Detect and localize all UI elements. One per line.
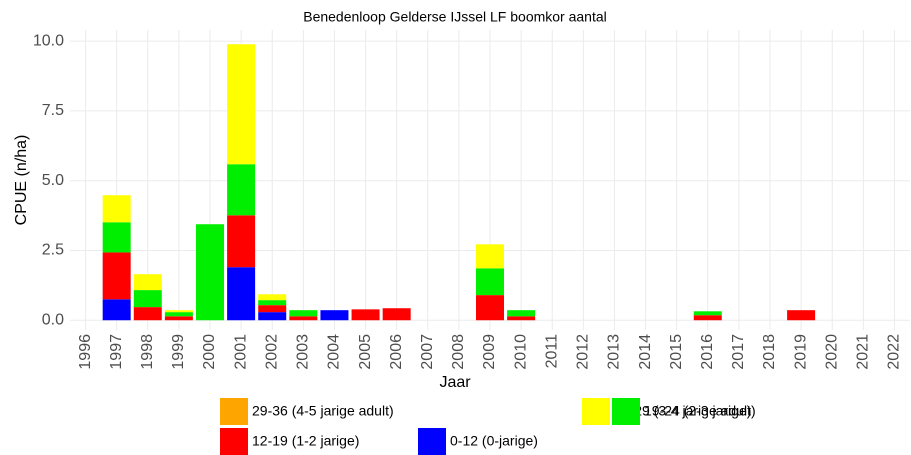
legend-swatch <box>612 398 640 425</box>
x-tick-label: 2006 <box>388 334 405 370</box>
legend-label: 19-24 (2-3 jarige) <box>644 403 751 419</box>
x-tick-label: 2005 <box>357 334 374 370</box>
x-tick-label: 2010 <box>512 334 529 370</box>
bar-segment <box>164 316 193 321</box>
x-tick-label: 1997 <box>108 334 125 370</box>
x-tick-label: 2018 <box>761 334 778 370</box>
y-axis-label: CPUE (n/ha) <box>13 135 30 226</box>
y-tick-label: 10.0 <box>33 32 64 49</box>
x-tick-label: 2009 <box>481 334 498 370</box>
x-tick-label: 2020 <box>823 334 840 370</box>
y-tick-label: 0.0 <box>42 311 64 328</box>
x-tick-label: 2015 <box>668 334 685 370</box>
y-tick-label: 7.5 <box>42 102 64 119</box>
bar-segment <box>102 299 131 321</box>
x-tick-label: 2001 <box>232 334 249 370</box>
legend-swatch <box>220 428 248 455</box>
chart-title: Benedenloop Gelderse IJssel LF boomkor a… <box>303 9 607 25</box>
x-tick-label: 2003 <box>295 334 312 370</box>
legend-label: 29-36 (4-5 jarige adult) <box>252 403 394 419</box>
bar-segment <box>133 290 162 308</box>
x-tick-label: 2014 <box>637 334 654 370</box>
x-tick-label: 2007 <box>419 334 436 370</box>
bar-segment <box>258 312 287 321</box>
bar-segment <box>227 267 256 321</box>
bar-segment <box>476 268 504 296</box>
bar-segment <box>164 310 193 313</box>
x-tick-label: 2021 <box>855 334 872 370</box>
x-tick-label: 1996 <box>77 334 94 370</box>
bar-segment <box>164 312 193 317</box>
bar-segment <box>320 310 349 321</box>
bar-segment <box>693 315 722 321</box>
bar-segment <box>382 308 411 321</box>
bar-segment <box>693 311 722 316</box>
bar-segment <box>227 215 256 268</box>
x-axis-label: Jaar <box>439 374 471 391</box>
bar-segment <box>258 305 287 313</box>
x-tick-label: 2013 <box>606 334 623 370</box>
bar-segment <box>133 307 162 321</box>
x-tick-label: 1998 <box>139 334 156 370</box>
bar-segment <box>476 244 504 269</box>
legend-label: 0-12 (0-jarige) <box>450 433 538 449</box>
y-tick-label: 2.5 <box>42 242 64 259</box>
x-tick-label: 2022 <box>886 334 903 370</box>
bar-segment <box>258 300 287 306</box>
x-tick-label: 2012 <box>575 334 592 370</box>
bar-segment <box>102 195 131 223</box>
bar-segment <box>507 310 536 317</box>
legend-swatch <box>582 398 610 425</box>
bar-segment <box>102 252 131 300</box>
y-tick-label: 5.0 <box>42 172 64 189</box>
legend-swatch <box>220 398 248 425</box>
bar-segment <box>476 295 504 321</box>
x-tick-label: 1999 <box>170 334 187 370</box>
x-tick-label: 2019 <box>792 334 809 370</box>
x-tick-label: 2004 <box>326 334 343 370</box>
bar-segment <box>351 309 380 321</box>
bar-segment <box>133 274 162 291</box>
bar-segment <box>196 224 224 321</box>
legend-label: 12-19 (1-2 jarige) <box>252 433 359 449</box>
legend-label: 24-29 (3-4 jarige adult) <box>614 403 756 419</box>
x-tick-label: 2008 <box>450 334 467 370</box>
legend-swatch <box>418 428 446 455</box>
x-tick-label: 2011 <box>543 334 560 369</box>
bar-segment <box>227 164 256 216</box>
x-tick-label: 2002 <box>263 334 280 370</box>
bar-segment <box>227 44 256 165</box>
x-tick-label: 2016 <box>699 334 716 370</box>
x-tick-label: 2017 <box>730 334 747 370</box>
x-tick-label: 2000 <box>201 334 218 370</box>
bar-segment <box>787 310 816 321</box>
bar-segment <box>258 294 287 301</box>
bar-segment <box>289 316 318 321</box>
bar-segment <box>289 310 318 317</box>
bar-segment <box>507 316 536 321</box>
bar-segment <box>102 222 131 253</box>
